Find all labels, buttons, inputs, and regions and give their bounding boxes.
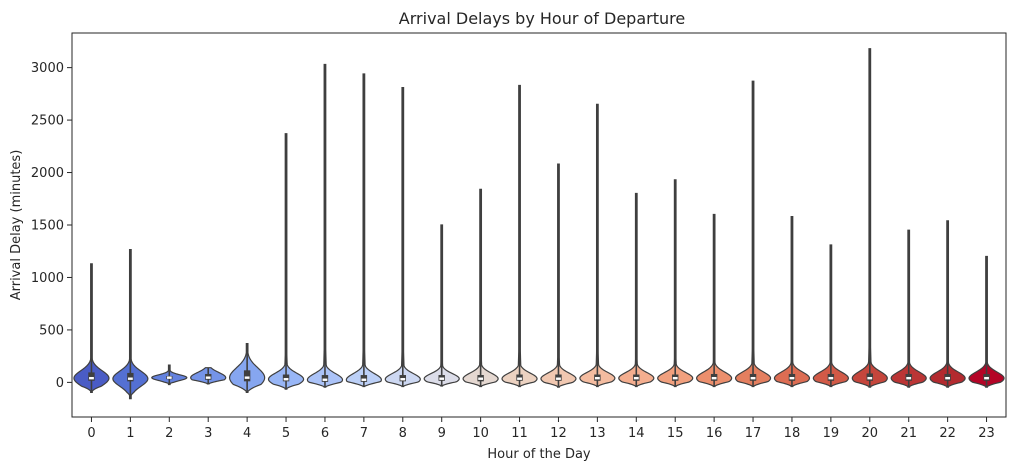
violin-median bbox=[400, 378, 406, 381]
violin-median bbox=[984, 376, 989, 380]
violin-median bbox=[711, 376, 717, 380]
violin-box bbox=[321, 375, 329, 382]
y-tick-label: 0 bbox=[56, 376, 64, 391]
violin-box bbox=[360, 375, 368, 382]
x-tick-label: 2 bbox=[165, 426, 173, 441]
x-tick-label: 9 bbox=[438, 426, 446, 441]
y-axis: 0 500 1000 1500 2000 2500 3000 bbox=[31, 61, 72, 391]
violin-median bbox=[244, 376, 250, 379]
x-tick-label: 21 bbox=[900, 426, 917, 441]
x-tick-label: 1 bbox=[126, 426, 134, 441]
violin-median bbox=[127, 377, 133, 380]
y-tick-label: 3000 bbox=[31, 61, 64, 76]
violin-median bbox=[322, 378, 328, 381]
violin-median bbox=[867, 376, 873, 380]
x-axis: 0 1 2 3 4 5 6 7 8 9 10 11 12 13 14 15 16 17 18 19 20 21 22 23 bbox=[87, 417, 995, 441]
violin-median bbox=[478, 377, 484, 380]
chart-title: Arrival Delays by Hour of Departure bbox=[399, 9, 685, 28]
violin-median bbox=[205, 376, 211, 379]
y-axis-label: Arrival Delay (minutes) bbox=[9, 150, 24, 301]
violin-median bbox=[789, 376, 795, 380]
x-tick-label: 11 bbox=[511, 426, 528, 441]
violin-median bbox=[439, 377, 445, 380]
violin-box bbox=[88, 372, 95, 381]
violin-median bbox=[633, 376, 639, 380]
violin-box bbox=[127, 372, 134, 382]
x-tick-label: 8 bbox=[399, 426, 407, 441]
y-tick-label: 2500 bbox=[31, 114, 64, 129]
x-tick-label: 7 bbox=[360, 426, 368, 441]
violins bbox=[73, 48, 1005, 400]
violin-box bbox=[282, 374, 290, 382]
x-tick-label: 18 bbox=[784, 426, 801, 441]
y-tick-label: 500 bbox=[39, 323, 64, 338]
violin-median bbox=[361, 378, 367, 381]
violin-median bbox=[556, 377, 561, 380]
x-tick-label: 14 bbox=[628, 426, 645, 441]
x-tick-label: 3 bbox=[204, 426, 212, 441]
x-tick-label: 16 bbox=[706, 426, 723, 441]
x-tick-label: 15 bbox=[667, 426, 684, 441]
x-tick-label: 23 bbox=[978, 426, 995, 441]
x-tick-label: 4 bbox=[243, 426, 251, 441]
violin-median bbox=[89, 376, 94, 380]
x-tick-label: 5 bbox=[282, 426, 290, 441]
x-tick-label: 6 bbox=[321, 426, 329, 441]
x-tick-label: 22 bbox=[939, 426, 956, 441]
x-axis-label: Hour of the Day bbox=[487, 447, 591, 462]
x-tick-label: 20 bbox=[862, 426, 879, 441]
plot-frame bbox=[71, 32, 1007, 418]
x-tick-label: 12 bbox=[550, 426, 567, 441]
violin-median bbox=[945, 376, 951, 380]
y-tick-label: 1500 bbox=[31, 219, 64, 234]
violin-median bbox=[517, 377, 522, 380]
x-tick-label: 17 bbox=[745, 426, 762, 441]
x-tick-label: 0 bbox=[87, 426, 95, 441]
violin-median bbox=[166, 376, 172, 379]
violin-box bbox=[243, 370, 251, 382]
x-tick-label: 19 bbox=[823, 426, 840, 441]
violin-median bbox=[672, 376, 678, 380]
y-tick-label: 1000 bbox=[31, 271, 64, 286]
y-tick-label: 2000 bbox=[31, 166, 64, 181]
violin-median bbox=[906, 376, 912, 380]
violin-median bbox=[283, 378, 289, 381]
violin-median bbox=[750, 376, 756, 380]
x-tick-label: 13 bbox=[589, 426, 606, 441]
x-tick-label: 10 bbox=[472, 426, 489, 441]
violin-median bbox=[828, 376, 834, 380]
violin-median bbox=[594, 376, 600, 380]
